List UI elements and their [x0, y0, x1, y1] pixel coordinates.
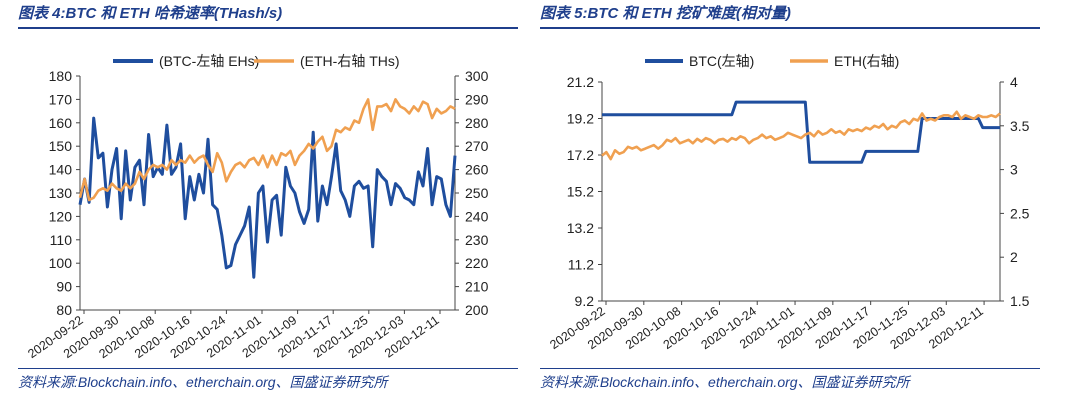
difficulty-right-tick-label: 3.5	[1010, 118, 1030, 134]
hashrate-title-rule	[18, 27, 518, 29]
difficulty-title-rule	[540, 27, 1040, 29]
difficulty-series-btc-line	[602, 100, 1000, 164]
difficulty-left-tick-label: 11.2	[568, 257, 594, 273]
difficulty-figure-title: 图表 5:BTC 和 ETH 挖矿难度(相对量)	[540, 5, 791, 22]
hashrate-series-eth-line	[78, 98, 456, 202]
difficulty-left-tick-label: 9.2	[575, 293, 595, 309]
hashrate-series-btc-line	[78, 116, 457, 279]
difficulty-left-tick-label: 19.2	[567, 111, 594, 127]
hashrate-figure-title: 图表 4:BTC 和 ETH 哈希速率(THash/s)	[18, 5, 283, 22]
difficulty-left-tick-label: 17.2	[567, 147, 594, 163]
difficulty-left-tick-label: 15.2	[567, 184, 594, 200]
hashrate-right-tick-label: 300	[465, 68, 489, 84]
difficulty-right-tick-label: 2.5	[1010, 205, 1030, 221]
difficulty-source: 资料来源:Blockchain.info、etherchain.org、国盛证券…	[540, 374, 910, 390]
hashrate-left-tick-label: 180	[49, 68, 73, 84]
difficulty-chart: 9.211.213.215.217.219.221.21.522.533.542…	[547, 53, 1030, 352]
difficulty-right-tick-label: 2	[1010, 249, 1018, 265]
difficulty-right-tick-label: 4	[1010, 74, 1018, 90]
hashrate-left-tick-label: 170	[49, 91, 73, 107]
hashrate-left-tick-label: 100	[49, 255, 73, 271]
hashrate-legend-label-btc: (BTC-左轴 EHs)	[159, 53, 259, 69]
difficulty-panel: 图表 5:BTC 和 ETH 挖矿难度(相对量) 9.2 11.2 13.2 15.2…	[540, 0, 1060, 400]
hashrate-chart: 80 90 100 110 120 130 140 150 160 170 180 200 210 220…	[25, 53, 489, 361]
hashrate-left-tick-label: 140	[49, 162, 73, 178]
difficulty-right-tick-label: 3	[1010, 162, 1018, 178]
difficulty-series-eth-line	[601, 110, 1001, 161]
difficulty-right-tick-label: 1.5	[1010, 293, 1030, 309]
hashrate-right-tick-label: 200	[465, 302, 489, 318]
hashrate-right-tick-label: 240	[465, 208, 489, 224]
hashrate-legend-label-eth: (ETH-右轴 THs)	[300, 53, 400, 69]
hashrate-right-tick-label: 280	[465, 115, 489, 131]
hashrate-source-rule	[18, 368, 518, 369]
hashrate-right-tick-label: 220	[465, 255, 489, 271]
hashrate-left-tick-label: 110	[50, 232, 73, 248]
difficulty-left-tick-label: 21.2	[567, 74, 594, 90]
hashrate-left-tick-label: 90	[56, 279, 72, 295]
hashrate-right-tick-label: 210	[465, 279, 489, 295]
difficulty-left-tick-label: 13.2	[567, 220, 594, 236]
hashrate-right-tick-label: 230	[465, 232, 489, 248]
hashrate-right-tick-label: 290	[465, 91, 489, 107]
difficulty-source-rule	[540, 368, 1040, 369]
hashrate-panel: 图表 4:BTC 和 ETH 哈希速率(THash/s) 80 90 100 110 1…	[18, 0, 538, 400]
hashrate-left-tick-label: 150	[49, 138, 73, 154]
hashrate-left-tick-label: 160	[49, 115, 73, 131]
hashrate-left-tick-label: 120	[49, 208, 73, 224]
hashrate-right-tick-label: 250	[465, 185, 489, 201]
hashrate-source: 资料来源:Blockchain.info、etherchain.org、国盛证券…	[18, 374, 388, 390]
hashrate-right-tick-label: 270	[465, 138, 489, 154]
hashrate-left-tick-label: 130	[49, 185, 73, 201]
difficulty-legend-label-eth: ETH(右轴)	[834, 53, 899, 69]
hashrate-right-tick-label: 260	[465, 162, 489, 178]
hashrate-left-tick-label: 80	[56, 302, 72, 318]
difficulty-legend-label-btc: BTC(左轴)	[689, 53, 754, 69]
